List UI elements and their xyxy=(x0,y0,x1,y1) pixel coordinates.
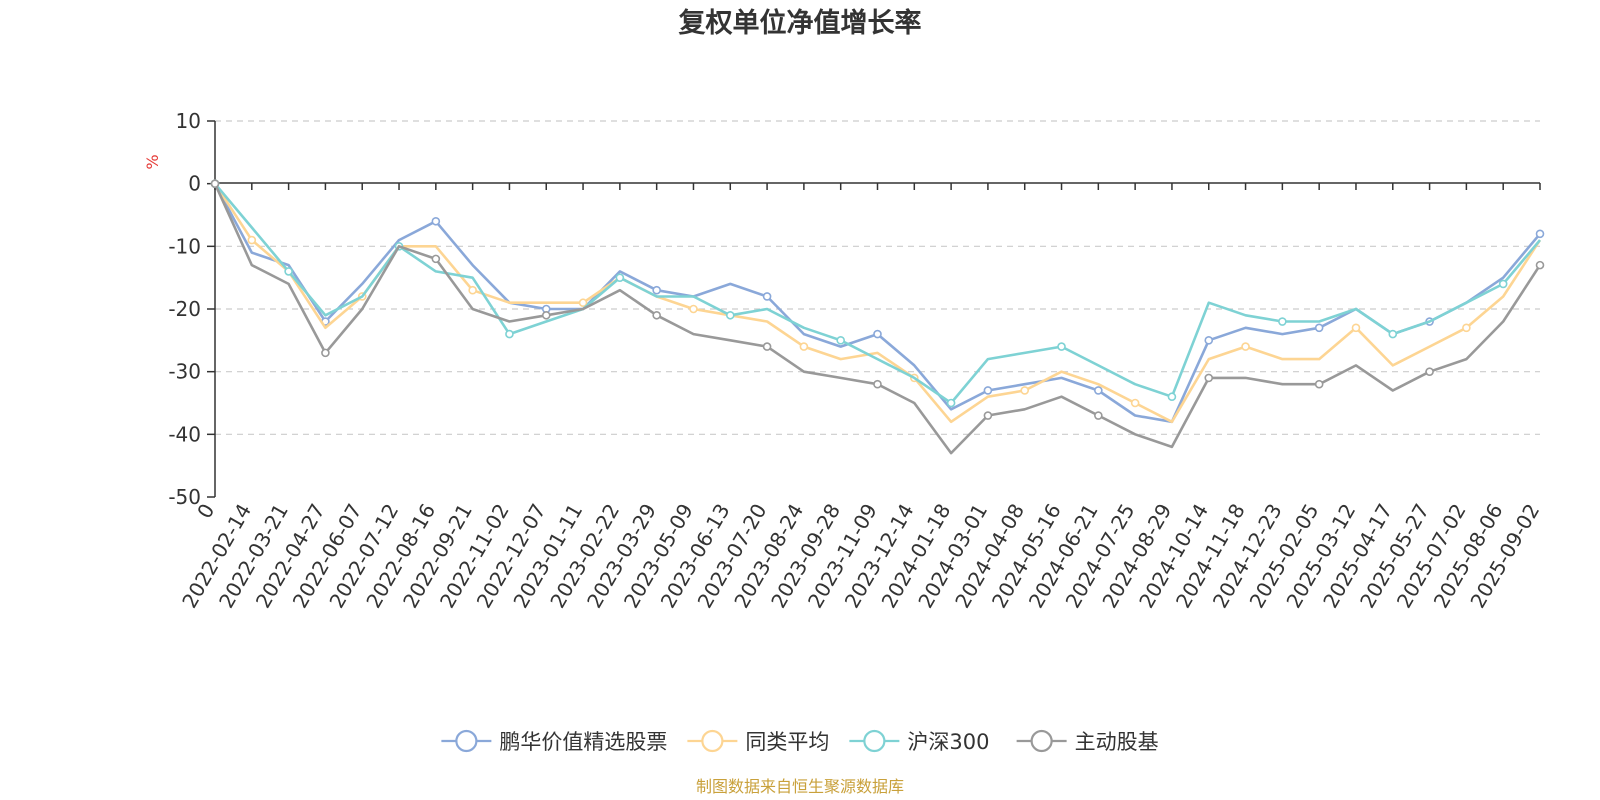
data-point xyxy=(1241,342,1250,351)
data-point xyxy=(762,292,772,301)
data-point xyxy=(836,336,845,345)
data-point xyxy=(1167,392,1177,402)
y-tick-label: -40 xyxy=(168,422,201,446)
data-point xyxy=(983,411,993,420)
legend-item[interactable]: 沪深300 xyxy=(849,729,989,754)
legend-label: 主动股基 xyxy=(1075,730,1159,754)
data-point xyxy=(1425,367,1434,376)
data-point xyxy=(247,235,257,245)
y-tick-labels: 10 0 -10 -20 -30 -40 -50 xyxy=(168,109,201,509)
data-point xyxy=(725,310,735,320)
data-point xyxy=(541,310,551,320)
data-point xyxy=(505,329,514,339)
y-tick-label: 10 xyxy=(176,109,201,133)
legend-item[interactable]: 鹏华价值精选股票 xyxy=(441,729,667,754)
legend-icon-circle xyxy=(701,729,724,753)
data-point xyxy=(210,179,220,188)
legend[interactable]: 鹏华价值精选股票 同类平均 沪深300 主动股基 xyxy=(441,729,1159,754)
data-point xyxy=(431,216,441,226)
data-point xyxy=(689,304,698,314)
data-point xyxy=(1094,411,1103,420)
data-point xyxy=(652,310,661,320)
data-point xyxy=(1057,342,1066,351)
series-line xyxy=(214,182,1541,405)
data-point xyxy=(762,342,772,351)
legend-icon-circle xyxy=(863,729,886,753)
data-point xyxy=(946,398,956,408)
series-line xyxy=(213,183,1542,455)
data-point xyxy=(799,342,809,351)
legend-label: 沪深300 xyxy=(907,730,989,754)
data-source-note: 制图数据来自恒生聚源数据库 xyxy=(696,777,904,796)
y-tick-label: -10 xyxy=(168,234,201,258)
data-point xyxy=(1204,373,1214,383)
legend-icon-circle xyxy=(455,729,478,753)
series-lines xyxy=(210,179,1545,455)
data-point xyxy=(1278,317,1287,326)
legend-label: 鹏华价值精选股票 xyxy=(499,730,667,754)
data-point xyxy=(1388,329,1398,339)
x-tick-label: 0 xyxy=(192,500,219,523)
data-point xyxy=(1462,323,1471,333)
data-point xyxy=(578,298,588,308)
data-point xyxy=(983,386,993,395)
data-point xyxy=(1535,260,1545,270)
y-tick-label: -20 xyxy=(168,297,201,321)
y-tick-label: -30 xyxy=(168,360,201,384)
data-point xyxy=(615,273,625,282)
x-tick-labels: 02022-02-142022-03-212022-04-272022-06-0… xyxy=(177,500,1544,613)
y-axis-label: % xyxy=(143,154,162,169)
legend-item[interactable]: 同类平均 xyxy=(687,729,829,754)
series-line xyxy=(213,182,1542,424)
data-point xyxy=(1130,398,1140,408)
data-point xyxy=(652,285,661,295)
data-point xyxy=(1314,379,1324,389)
data-point xyxy=(1094,386,1103,395)
data-point xyxy=(1314,323,1324,333)
data-point xyxy=(468,285,477,295)
y-tick-label: 0 xyxy=(188,172,201,196)
y-tick-label: -50 xyxy=(168,485,201,509)
data-point xyxy=(873,379,882,389)
data-point xyxy=(431,254,441,264)
chart-title: 复权单位净值增长率 xyxy=(679,7,922,39)
data-point xyxy=(284,267,293,276)
data-point xyxy=(1498,279,1508,289)
data-point xyxy=(1351,323,1361,333)
legend-label: 同类平均 xyxy=(745,730,829,754)
legend-icon-circle xyxy=(1030,729,1053,753)
data-point xyxy=(873,329,882,339)
data-point xyxy=(321,348,330,358)
data-point xyxy=(1020,386,1030,395)
legend-item[interactable]: 主动股基 xyxy=(1016,729,1159,754)
data-point xyxy=(1535,229,1545,239)
data-point xyxy=(1204,336,1214,345)
